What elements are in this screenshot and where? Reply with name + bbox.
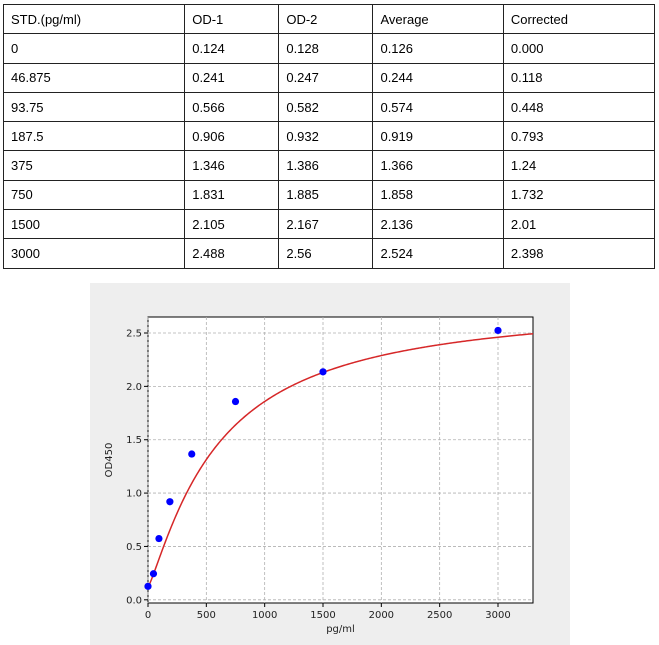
- data-point: [231, 397, 240, 406]
- x-tick-label: 2500: [427, 610, 452, 621]
- table-cell: 1500: [2, 209, 186, 240]
- table-row: 187.5 0.906 0.932 0.919 0.793: [2, 121, 656, 152]
- table-cell: 0.124: [184, 33, 280, 64]
- fit-curve: [147, 332, 534, 588]
- y-tick-label: 0.0: [126, 595, 142, 606]
- table-cell: 0.448: [502, 91, 656, 123]
- data-point: [188, 450, 196, 458]
- data-point: [166, 498, 174, 506]
- column-header: OD-2: [278, 3, 374, 35]
- table-cell: 2.488: [184, 238, 280, 269]
- table-header-row: STD.(pg/ml) OD-1 OD-2 Average Corrected: [2, 3, 656, 35]
- standard-curve-chart: 0 500 1000 1500 2000 2500 3000 0.0 0.5 1.0 1.5 2.0 2…: [90, 283, 570, 645]
- x-tick-label: 3000: [485, 610, 510, 621]
- x-tick-label: 0: [145, 610, 151, 621]
- table-cell: 2.01: [502, 209, 656, 240]
- table-cell: 2.167: [278, 209, 374, 240]
- table-cell: 0.906: [184, 121, 280, 152]
- table-cell: 1.858: [372, 179, 504, 211]
- table-cell: 0.128: [278, 33, 374, 64]
- column-header: Average: [372, 3, 504, 35]
- standard-curve-table: STD.(pg/ml) OD-1 OD-2 Average Corrected 0 0.1…: [2, 3, 656, 269]
- table-cell: 0.244: [372, 62, 504, 93]
- table-cell: 0.000: [502, 33, 656, 64]
- x-tick-label: 2000: [369, 610, 394, 621]
- y-tick-label: 1.0: [126, 489, 142, 500]
- table-cell: 2.136: [372, 209, 504, 240]
- table-cell: 0.566: [184, 91, 280, 123]
- chart-svg: 0 500 1000 1500 2000 2500 3000 0.0 0.5 1.0 1.5 2.0 2…: [90, 283, 570, 645]
- table-cell: 0.126: [372, 33, 504, 64]
- table-cell: 0.247: [278, 62, 374, 93]
- table-body: 0 0.124 0.128 0.126 0.000 46.875 0.241 0.247 0.2…: [2, 33, 656, 269]
- table-cell: 0.919: [372, 121, 504, 152]
- table-cell: 1.346: [184, 150, 280, 181]
- table-cell: 2.398: [502, 238, 656, 269]
- table-cell: 1.831: [184, 179, 280, 211]
- y-tick-label: 1.5: [126, 435, 142, 446]
- table-cell: 0.241: [184, 62, 280, 93]
- table-cell: 1.366: [372, 150, 504, 181]
- table-row: 3000 2.488 2.56 2.524 2.398: [2, 238, 656, 269]
- table-cell: 750: [2, 179, 186, 211]
- table-row: 375 1.346 1.386 1.366 1.24: [2, 150, 656, 181]
- y-tick-label: 2.5: [126, 329, 142, 340]
- table-cell: 0.118: [502, 62, 656, 93]
- table-cell: 0.574: [372, 91, 504, 123]
- table-cell: 1.732: [502, 179, 656, 211]
- y-tick-label: 0.5: [126, 542, 142, 553]
- x-tick-label: 500: [197, 610, 216, 621]
- table-row: 46.875 0.241 0.247 0.244 0.118: [2, 62, 656, 93]
- table-cell: 1.885: [278, 179, 374, 211]
- table-cell: 0.932: [278, 121, 374, 152]
- table-cell: 0: [2, 33, 186, 64]
- table-cell: 3000: [2, 238, 186, 269]
- table-row: 93.75 0.566 0.582 0.574 0.448: [2, 91, 656, 123]
- plot-area: [147, 316, 534, 604]
- data-point: [149, 570, 158, 578]
- table-cell: 187.5: [2, 121, 186, 152]
- table-cell: 46.875: [2, 62, 186, 93]
- y-axis-label: OD450: [104, 443, 115, 478]
- data-point: [155, 534, 163, 543]
- table-cell: 1.386: [278, 150, 374, 181]
- data-point: [494, 326, 502, 335]
- table-row: 750 1.831 1.885 1.858 1.732: [2, 179, 656, 211]
- table-cell: 0.582: [278, 91, 374, 123]
- column-header: Corrected: [502, 3, 656, 35]
- table-row: 1500 2.105 2.167 2.136 2.01: [2, 209, 656, 240]
- column-header: OD-1: [184, 3, 280, 35]
- column-header: STD.(pg/ml): [2, 3, 186, 35]
- table-head: STD.(pg/ml) OD-1 OD-2 Average Corrected: [2, 3, 656, 35]
- table-cell: 0.793: [502, 121, 656, 152]
- table-cell: 2.56: [278, 238, 374, 269]
- x-axis-label: pg/ml: [326, 624, 355, 635]
- x-tick-label: 1500: [310, 610, 335, 621]
- point-layer: [144, 326, 502, 590]
- table-row: 0 0.124 0.128 0.126 0.000: [2, 33, 656, 64]
- table-cell: 93.75: [2, 91, 186, 123]
- table-cell: 375: [2, 150, 186, 181]
- grid-layer: [147, 317, 533, 603]
- tick-layer: 0 500 1000 1500 2000 2500 3000 0.0 0.5 1.0 1.5 2.0 2…: [126, 329, 511, 621]
- y-tick-label: 2.0: [126, 382, 142, 393]
- x-tick-label: 1000: [252, 610, 277, 621]
- data-point: [144, 582, 152, 590]
- table-cell: 2.524: [372, 238, 504, 269]
- table-cell: 1.24: [502, 150, 656, 181]
- data-point: [319, 368, 327, 376]
- table-cell: 2.105: [184, 209, 280, 240]
